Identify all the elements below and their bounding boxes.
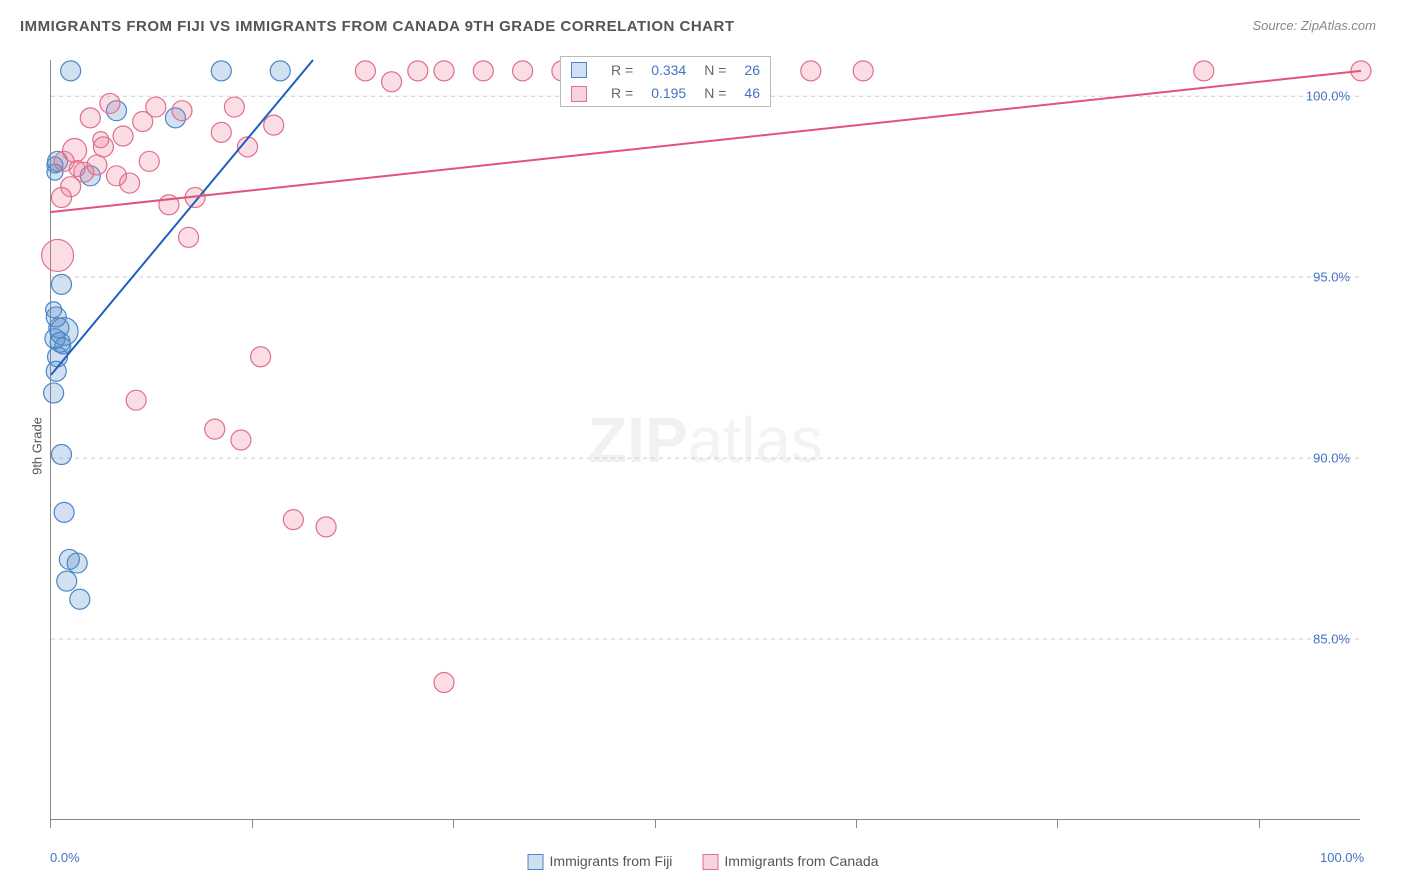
data-point [87, 155, 107, 175]
data-point [283, 510, 303, 530]
data-point [113, 126, 133, 146]
data-point [172, 101, 192, 121]
r-label: R = [603, 82, 641, 103]
x-tick-label: 0.0% [50, 850, 80, 865]
r-label: R = [603, 59, 641, 80]
legend-label: Immigrants from Canada [724, 853, 878, 869]
data-point [270, 61, 290, 81]
data-point [264, 115, 284, 135]
legend-swatch-icon [528, 854, 544, 870]
source-attribution: Source: ZipAtlas.com [1252, 18, 1376, 33]
data-point [70, 589, 90, 609]
legend-item: Immigrants from Fiji [528, 853, 673, 870]
y-tick-label: 90.0% [1313, 451, 1350, 466]
y-tick-label: 95.0% [1313, 270, 1350, 285]
data-point [100, 93, 120, 113]
data-point [51, 444, 71, 464]
data-point [355, 61, 375, 81]
x-tick [856, 820, 857, 828]
data-point [316, 517, 336, 537]
data-point [205, 419, 225, 439]
legend-item: Immigrants from Canada [702, 853, 878, 870]
data-point [434, 672, 454, 692]
y-axis-label: 9th Grade [29, 417, 44, 475]
bottom-legend: Immigrants from Fiji Immigrants from Cana… [528, 853, 879, 870]
data-point [139, 151, 159, 171]
data-point [46, 361, 66, 381]
x-tick [655, 820, 656, 828]
legend-swatch-icon [571, 62, 587, 78]
data-point [57, 571, 77, 591]
data-point [42, 239, 74, 271]
x-tick [1057, 820, 1058, 828]
r-value: 0.195 [643, 82, 694, 103]
chart-title: IMMIGRANTS FROM FIJI VS IMMIGRANTS FROM … [20, 18, 734, 35]
data-point [473, 61, 493, 81]
data-point [80, 108, 100, 128]
y-tick-label: 100.0% [1306, 89, 1350, 104]
data-point [211, 122, 231, 142]
x-tick [1259, 820, 1260, 828]
data-point [434, 61, 454, 81]
source-prefix: Source: [1252, 18, 1300, 33]
n-label: N = [696, 59, 734, 80]
x-tick [50, 820, 51, 828]
legend-swatch-icon [702, 854, 718, 870]
n-label: N = [696, 82, 734, 103]
data-point [51, 274, 71, 294]
data-point [54, 502, 74, 522]
x-tick-label: 100.0% [1320, 850, 1364, 865]
data-point [61, 61, 81, 81]
data-point [513, 61, 533, 81]
data-point [408, 61, 428, 81]
data-point [107, 166, 127, 186]
stats-legend: R =0.334N =26R =0.195N =46 [560, 56, 771, 107]
data-point [801, 61, 821, 81]
stats-legend-row: R =0.195N =46 [563, 82, 768, 103]
source-name: ZipAtlas.com [1301, 18, 1376, 33]
x-tick [453, 820, 454, 828]
data-point [224, 97, 244, 117]
data-point [126, 390, 146, 410]
r-value: 0.334 [643, 59, 694, 80]
data-point [231, 430, 251, 450]
data-point [146, 97, 166, 117]
y-tick-label: 85.0% [1313, 632, 1350, 647]
n-value: 46 [736, 82, 768, 103]
data-point [211, 61, 231, 81]
data-point [67, 553, 87, 573]
data-point [382, 72, 402, 92]
stats-legend-row: R =0.334N =26 [563, 59, 768, 80]
data-point [853, 61, 873, 81]
data-point [93, 132, 109, 148]
data-point [44, 383, 64, 403]
chart-svg [51, 60, 1360, 819]
data-point [1194, 61, 1214, 81]
x-tick [252, 820, 253, 828]
legend-swatch-icon [571, 86, 587, 102]
data-point [63, 138, 87, 162]
n-value: 26 [736, 59, 768, 80]
data-point [179, 227, 199, 247]
data-point [51, 188, 71, 208]
data-point [251, 347, 271, 367]
plot-area: ZIPatlas [50, 60, 1360, 820]
legend-label: Immigrants from Fiji [550, 853, 673, 869]
